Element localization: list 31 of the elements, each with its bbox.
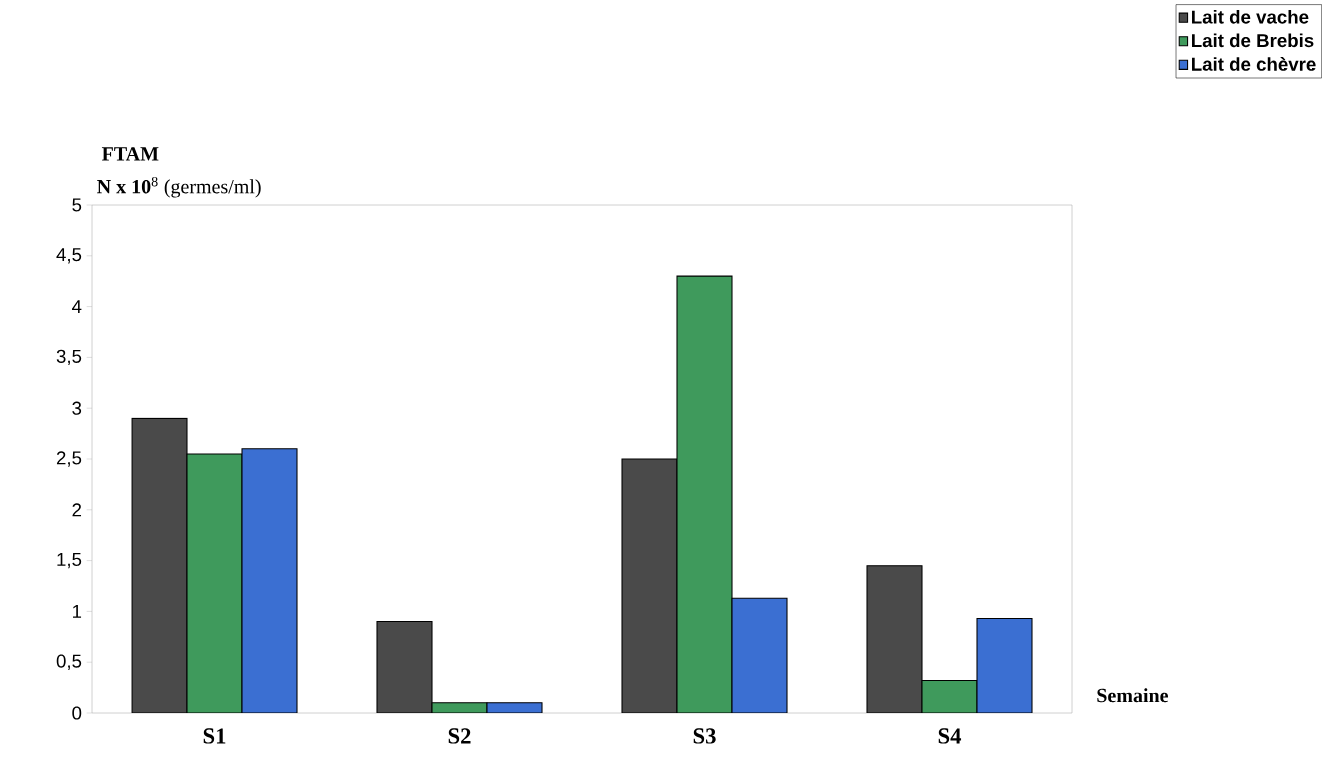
bar: [187, 453, 242, 713]
y-tick-label: 2,5: [56, 451, 82, 467]
y-tick-label: 5: [72, 198, 82, 212]
bar: [976, 617, 1033, 713]
bar: [921, 679, 978, 713]
bar: [132, 418, 187, 713]
y-tick-label: 3: [72, 401, 82, 415]
legend-label: Lait de Brebis: [1192, 33, 1314, 48]
x-axis-title: Semaine: [1097, 688, 1169, 703]
y-tick-label: 3,5: [56, 349, 82, 366]
x-tick-label: S2: [448, 728, 471, 744]
bar: [676, 275, 733, 713]
y-tick-label: 1,5: [57, 552, 82, 569]
legend-label: Lait de chèvre: [1192, 56, 1316, 71]
y-tick-label: 4,5: [56, 248, 82, 264]
bar: [866, 565, 923, 713]
x-tick-label: S4: [938, 728, 962, 744]
y-tick-label: 1: [73, 604, 82, 618]
bar: [242, 448, 297, 713]
bar: [376, 621, 433, 713]
y-tick-label: 0: [72, 706, 82, 720]
y-axis-title: N x 10$^{8}$ (germes/ml): [97, 176, 261, 198]
x-tick-label: S1: [203, 728, 226, 744]
y-tick-label: 4: [71, 300, 82, 314]
x-tick-label: S3: [693, 728, 716, 744]
chart-title: FTAM: [101, 147, 159, 161]
bar: [621, 458, 678, 713]
legend-label: Lait de vache: [1192, 9, 1309, 24]
y-tick-label: 2: [72, 503, 82, 517]
bar: [731, 597, 788, 713]
y-tick-label: 0,5: [56, 654, 82, 670]
